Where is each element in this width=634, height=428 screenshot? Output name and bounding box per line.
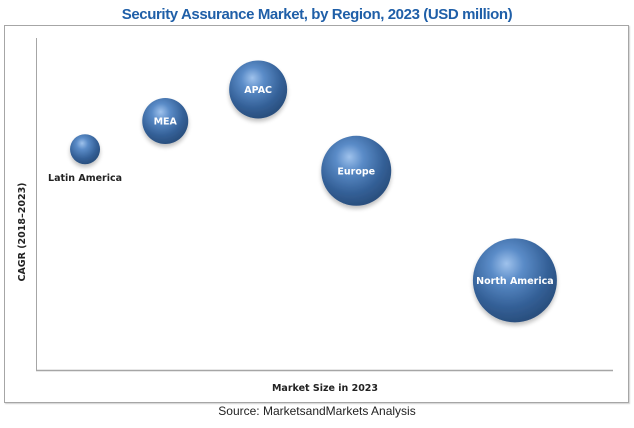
bubble-latin-america: Latin America bbox=[48, 134, 122, 184]
bubble-label: APAC bbox=[244, 85, 272, 96]
bubble-label: Latin America bbox=[48, 173, 122, 184]
bubble-label: Europe bbox=[337, 166, 375, 177]
bubble-mark bbox=[472, 238, 557, 323]
bubble-europe: Europe bbox=[321, 135, 392, 206]
bubble-label: North America bbox=[476, 276, 553, 287]
source-note: Source: MarketsandMarkets Analysis bbox=[218, 404, 416, 418]
bubble-mark bbox=[321, 135, 392, 206]
bubble-apac: APAC bbox=[229, 60, 288, 119]
bubble-mark bbox=[229, 60, 288, 119]
bubble-label: MEA bbox=[154, 117, 178, 128]
bubble-layer: Latin America MEA APAC Europe North America bbox=[48, 60, 557, 323]
chart-title: Security Assurance Market, by Region, 20… bbox=[121, 6, 513, 23]
chart-frame bbox=[4, 25, 629, 403]
bubble-mea: MEA bbox=[142, 98, 189, 144]
x-axis-label: Market Size in 2023 bbox=[272, 383, 378, 394]
y-axis-label: CAGR (2018–2023) bbox=[17, 182, 28, 281]
bubble-north-america: North America bbox=[472, 238, 557, 323]
bubble-mark bbox=[70, 134, 101, 165]
bubble-mark bbox=[142, 98, 189, 144]
